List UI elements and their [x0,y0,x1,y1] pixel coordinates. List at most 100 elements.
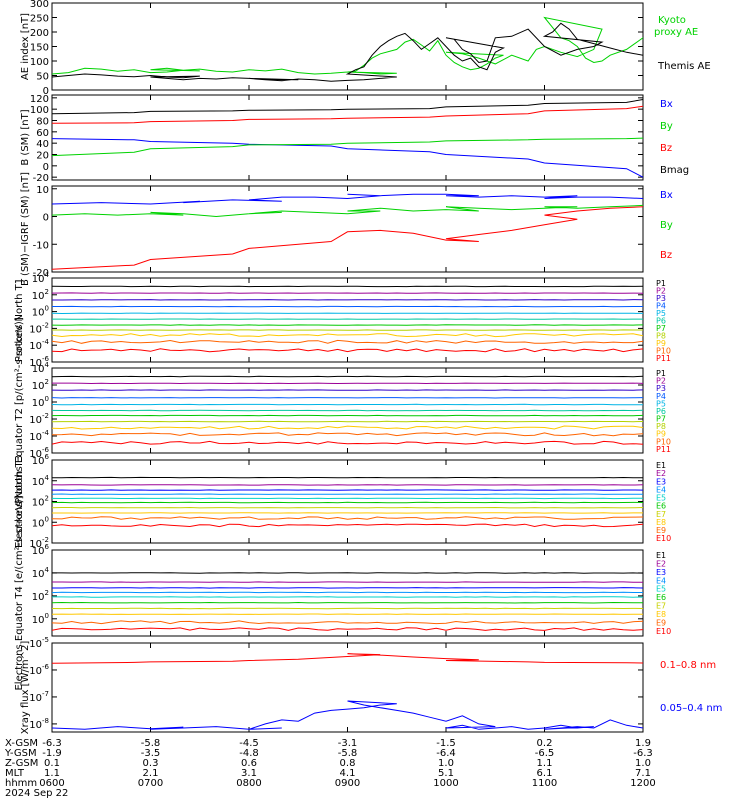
y-tick-label: 104 [32,271,50,285]
y-tick-label: -20 [33,268,49,279]
y-tick-label: 10-6 [29,355,49,369]
axis-cell: 1.0 [635,758,651,769]
y-tick-label: 102 [32,288,49,302]
series-line-0-05-0-4-nm [52,700,643,730]
axis-cell: -3.1 [338,738,358,749]
y-tick-label: 100 [32,515,49,529]
y-tick-label: 10 [36,185,49,196]
panel-frame [51,277,644,363]
axis-cell: 0.8 [340,758,356,769]
axis-row-label: Z-GSM [5,758,38,769]
y-tick-label: 10-6 [29,446,49,460]
date-label: 2024 Sep 22 [5,788,68,799]
axis-cell: 3.1 [241,768,257,779]
series-line-by [52,137,643,157]
y-tick-label: 0 [43,86,49,97]
legend-entry: E1 [656,551,666,560]
series-line-p8 [52,420,643,423]
y-tick-label: 100 [32,395,49,409]
y-tick-label: 150 [30,43,49,54]
axis-cell: 4.1 [340,768,356,779]
legend-entry: P3 [656,294,666,303]
legend-entry: E8 [656,610,666,619]
series-line-p5 [52,403,643,406]
legend-entry: E10 [656,534,671,543]
series-line-e10 [52,523,643,528]
axis-cell: 1000 [433,778,458,789]
legend-entry: Bmag [660,165,689,176]
series-line-p10 [52,432,643,437]
legend-entry: E7 [656,602,666,611]
y-axis-label: Electrons Equator T4 [e/(cm²-s-sr-keV)] [14,495,25,690]
legend-entry: P11 [656,354,671,363]
y-tick-label: 102 [32,589,49,603]
y-tick-label: 104 [32,566,50,580]
axis-cell: 1100 [532,778,557,789]
y-tick-label: 120 [30,94,49,105]
axis-cell: -4.5 [239,738,259,749]
y-tick-label: 250 [30,14,49,25]
y-tick-label: 40 [36,139,49,150]
legend-entry: proxy AE [654,27,698,38]
y-tick-label: 10-5 [29,636,49,650]
axis-row-label: X-GSM [5,738,38,749]
y-tick-label: 300 [30,0,49,10]
legend-entry: P10 [656,347,671,356]
y-tick-label: 100 [30,105,49,116]
axis-cell: 0.6 [241,758,257,769]
y-tick-label: 0 [43,213,49,224]
legend-entry: Bz [660,250,672,261]
axis-cell: 0900 [335,778,360,789]
legend-entry: Bz [660,143,672,154]
legend-entry: Themis AE [657,61,711,72]
orbit-axis-table: X-GSMY-GSMZ-GSMMLThhmm-6.3-1.90.11.10600… [4,738,656,799]
series-line-bx [52,138,643,178]
y-tick-label: -20 [33,173,49,184]
series-line-e9 [52,620,643,625]
legend-entry: Kyoto [658,15,686,26]
legend-entry: P5 [656,309,666,318]
axis-cell: -6.5 [535,748,555,759]
legend-entry: P8 [656,332,666,341]
legend-entry: E10 [656,627,671,636]
axis-cell: -1.5 [436,738,456,749]
series-line-kyoto-proxy-ae [52,16,643,75]
legend-entry: E3 [656,568,666,577]
y-axis-label: Protons Equator T2 [p/(cm²-s-sr-keV)] [14,317,25,504]
legend-entry: P1 [656,279,666,288]
series-line-e9 [52,516,643,520]
legend-entry: P3 [656,384,666,393]
legend-entry: P5 [656,399,666,408]
legend-entry: E7 [656,510,666,519]
series-line-by [52,204,643,218]
y-tick-label: 80 [36,117,49,128]
series-line-e1 [52,572,643,574]
series-line-bz [52,105,643,124]
legend-entry: Bx [660,190,673,201]
series-line-p11 [52,440,643,445]
legend-entry: E4 [656,576,666,585]
axis-cell: 6.1 [537,768,553,779]
y-tick-label: 10-8 [29,717,49,731]
series-line-p4 [52,397,643,399]
series-line-p9 [52,425,643,430]
y-tick-label: 100 [30,57,49,68]
panel-en3: 106 104 102 100 10-2 Electrons North T3 E1E2E3… [14,453,671,550]
axis-cell: -5.8 [141,738,161,749]
axis-cell: 5.1 [438,768,454,779]
legend-entry: E3 [656,477,666,486]
series-line-bmag [52,99,643,115]
series-line-p11 [52,348,643,353]
y-tick-label: 100 [32,305,49,319]
legend: 0.1–0.8 nm 0.05–0.4 nm [660,660,722,714]
legend: Bx By Bz [660,190,673,261]
legend-entry: P4 [656,392,666,401]
axis-cell: 1.1 [44,768,60,779]
legend-entry: P11 [656,445,671,454]
axis-row-label: Y-GSM [4,748,37,759]
legend-entry: P6 [656,317,666,326]
